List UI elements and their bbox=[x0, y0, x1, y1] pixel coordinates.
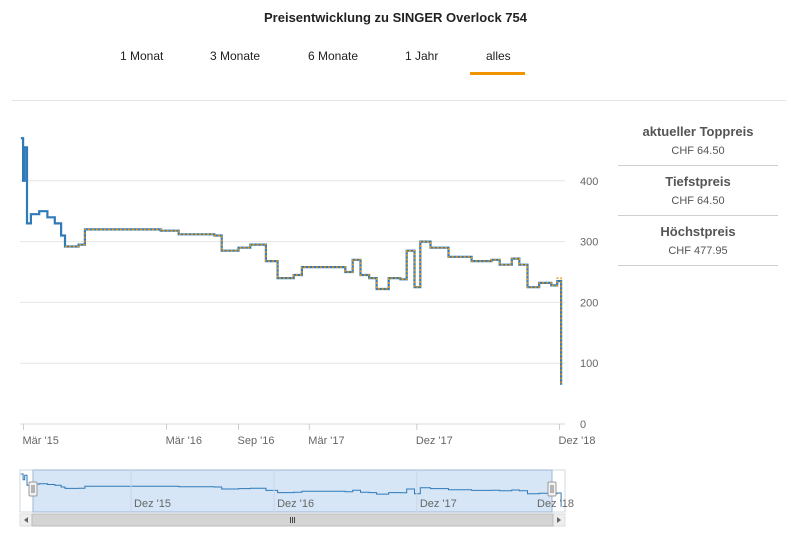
scroll-right-arrow-icon[interactable] bbox=[557, 517, 561, 523]
x-tick-label: Dez '18 bbox=[559, 435, 596, 447]
highest-price-value: CHF 477.95 bbox=[668, 245, 728, 257]
active-tab-indicator bbox=[470, 72, 525, 75]
y-tick-label: 0 bbox=[580, 419, 586, 431]
navigator-tick-label: Dez '17 bbox=[420, 498, 457, 510]
x-tick-label: Mär '17 bbox=[308, 435, 344, 447]
y-tick-label: 400 bbox=[580, 176, 598, 188]
navigator-series bbox=[20, 473, 562, 507]
navigator-tick-label: Dez '16 bbox=[277, 498, 314, 510]
tab-all[interactable]: alles bbox=[486, 49, 511, 63]
x-tick-label: Sep '16 bbox=[238, 435, 275, 447]
tab-1-month[interactable]: 1 Monat bbox=[120, 49, 164, 63]
y-tick-label: 200 bbox=[580, 297, 598, 309]
top-price-label: aktueller Toppreis bbox=[642, 124, 754, 139]
divider bbox=[12, 100, 786, 101]
x-tick-label: Mär '15 bbox=[23, 435, 59, 447]
series-line-orange bbox=[65, 228, 562, 385]
x-tick-label: Dez '17 bbox=[416, 435, 453, 447]
tab-3-months[interactable]: 3 Monate bbox=[210, 49, 261, 63]
x-tick-label: Mär '16 bbox=[166, 435, 202, 447]
price-summary: aktueller Toppreis CHF 64.50 Tiefstpreis… bbox=[618, 116, 778, 266]
navigator-handle-right[interactable] bbox=[547, 481, 557, 497]
navigator-tick-label: Dez '15 bbox=[134, 498, 171, 510]
lowest-price-value: CHF 64.50 bbox=[671, 195, 725, 207]
tab-1-year[interactable]: 1 Jahr bbox=[405, 49, 439, 63]
lowest-price-block: Tiefstpreis CHF 64.50 bbox=[618, 166, 778, 216]
highest-price-label: Höchstpreis bbox=[660, 224, 736, 239]
tab-6-months[interactable]: 6 Monate bbox=[308, 49, 359, 63]
navigator-handle-left[interactable] bbox=[28, 481, 38, 497]
lowest-price-label: Tiefstpreis bbox=[665, 174, 731, 189]
time-range-tabs: 1 Monat 3 Monate 6 Monate 1 Jahr alles bbox=[95, 49, 545, 79]
chart-title: Preisentwicklung zu SINGER Overlock 754 bbox=[264, 10, 527, 25]
y-tick-label: 100 bbox=[580, 358, 598, 370]
scroll-left-arrow-icon[interactable] bbox=[24, 517, 28, 523]
navigator-selection bbox=[32, 469, 553, 513]
top-price-value: CHF 64.50 bbox=[671, 145, 725, 157]
top-price-block: aktueller Toppreis CHF 64.50 bbox=[618, 116, 778, 166]
highest-price-block: Höchstpreis CHF 477.95 bbox=[618, 216, 778, 266]
y-tick-label: 300 bbox=[580, 237, 598, 249]
navigator-tick-label: Dez '18 bbox=[537, 498, 574, 510]
